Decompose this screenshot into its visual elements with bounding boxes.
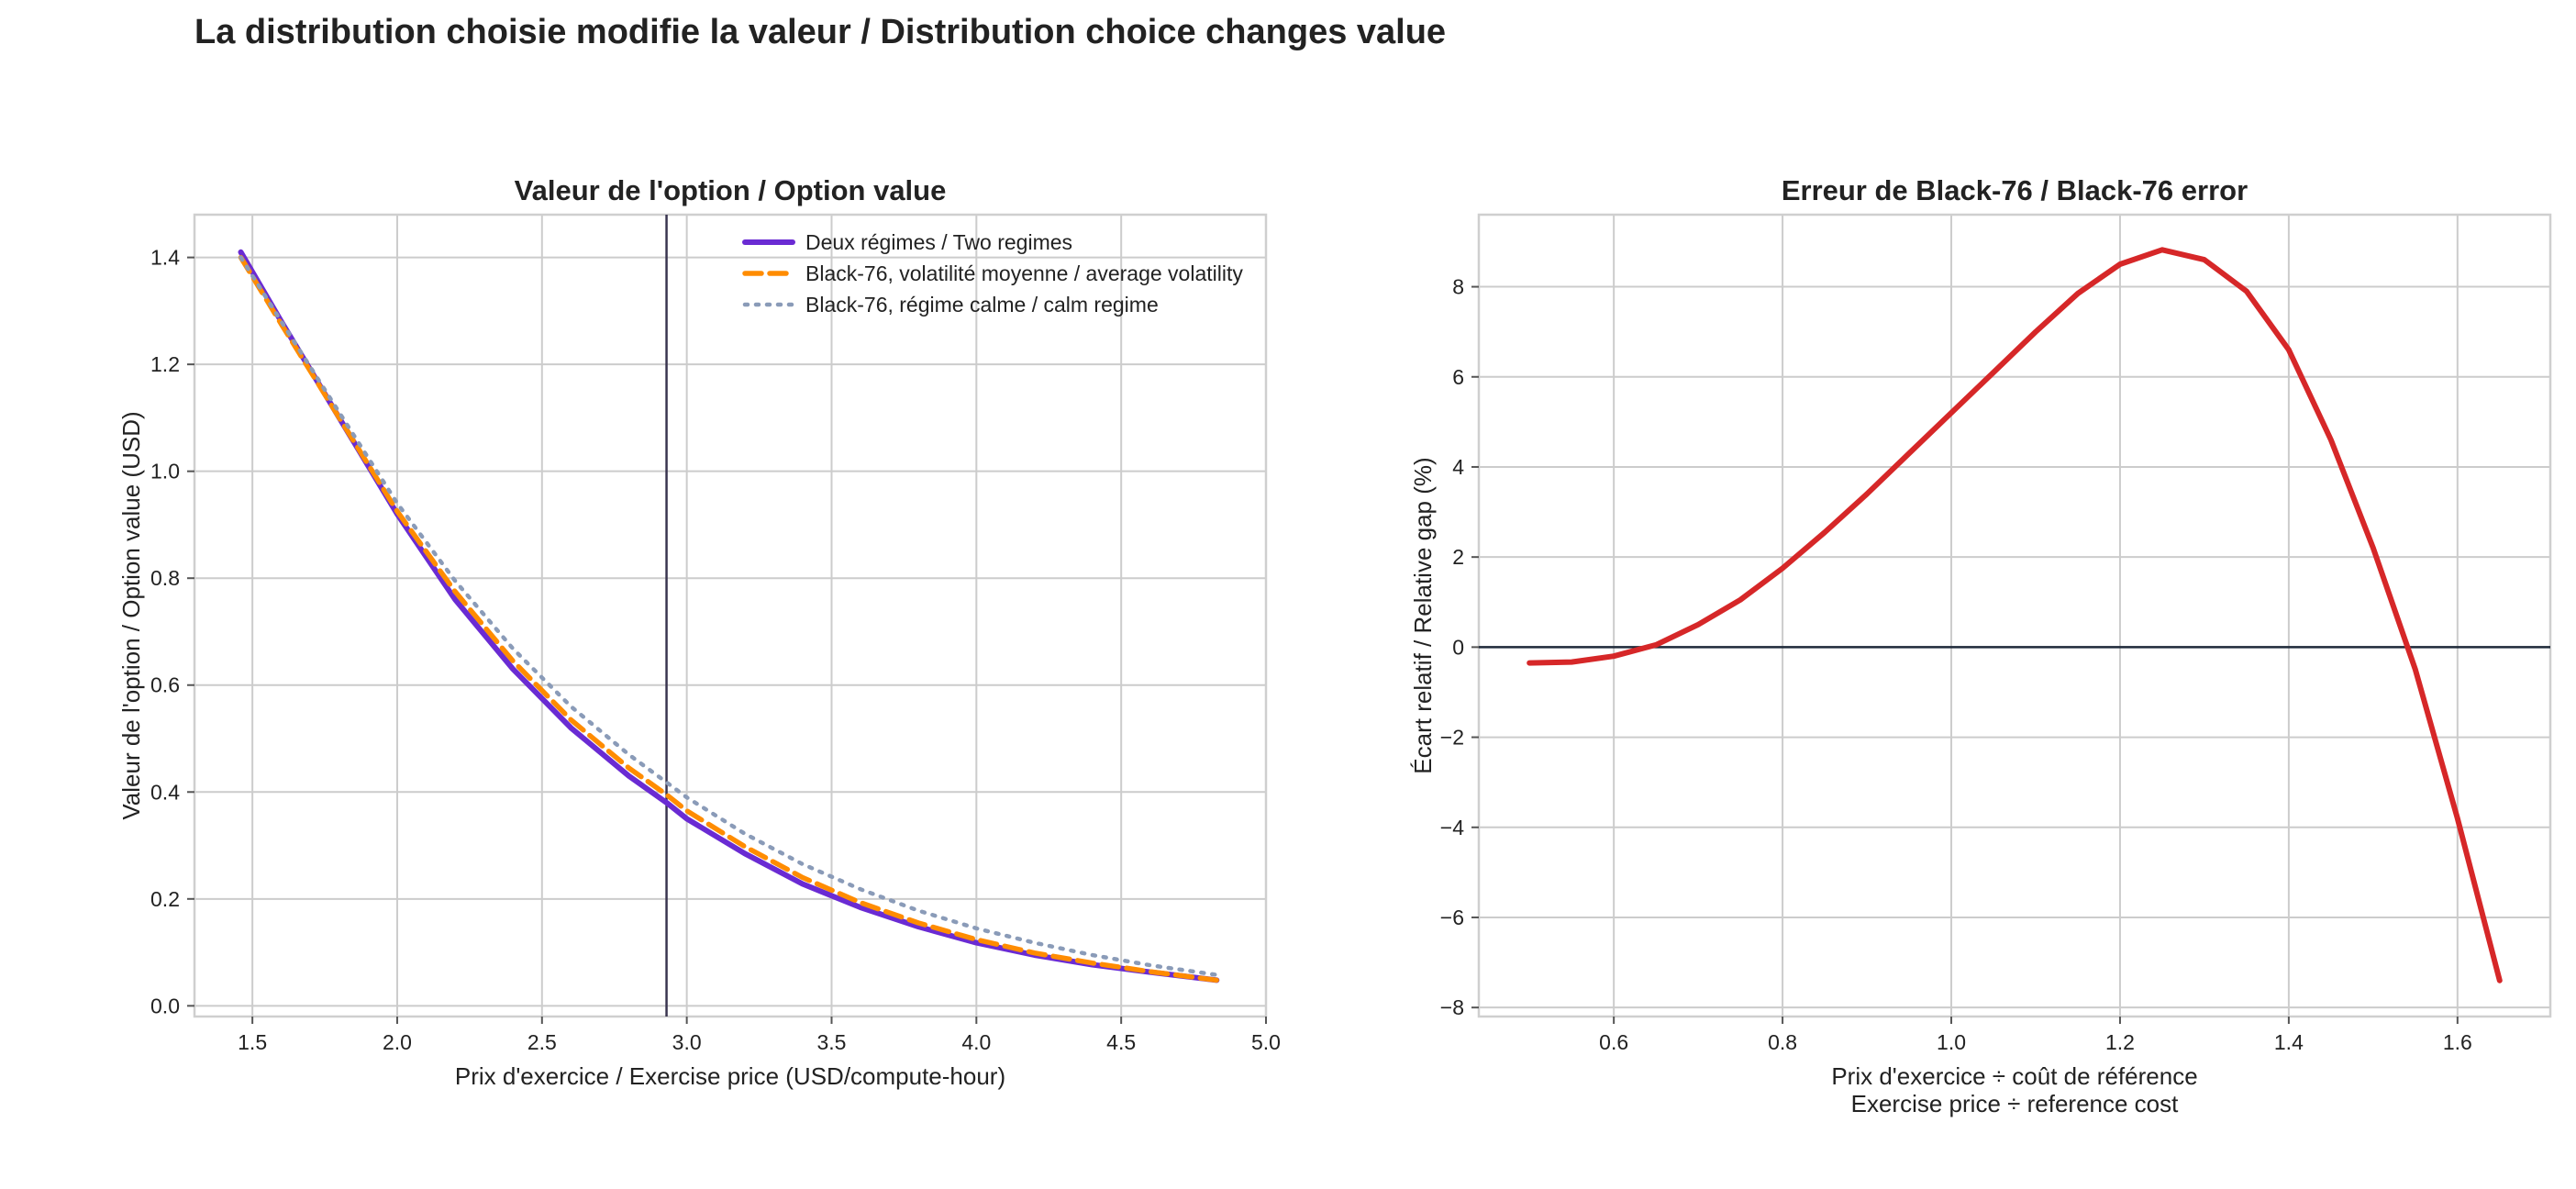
legend-label: Black-76, régime calme / calm regime — [805, 293, 1159, 317]
right-y-axis-label: Écart relatif / Relative gap (%) — [1409, 457, 1437, 773]
y-tick-label: 2 — [1452, 545, 1464, 569]
y-tick-label: −2 — [1440, 726, 1464, 750]
left-y-axis-label: Valeur de l'option / Option value (USD) — [117, 411, 145, 819]
x-tick-label: 1.4 — [2274, 1030, 2304, 1054]
y-tick-label: 0.6 — [150, 673, 180, 697]
x-tick-label: 1.2 — [2105, 1030, 2135, 1054]
x-tick-label: 0.8 — [1768, 1030, 1797, 1054]
y-tick-label: −6 — [1440, 906, 1464, 929]
left-series-group — [238, 249, 1220, 983]
x-tick-label: 2.0 — [383, 1030, 412, 1054]
y-tick-label: 0.4 — [150, 780, 180, 804]
series-line-calm-regime — [239, 255, 1219, 977]
right-x-axis-label-line2: Exercise price ÷ reference cost — [1851, 1090, 2180, 1117]
left-panel-title: Valeur de l'option / Option value — [515, 174, 947, 206]
right-grid — [1479, 215, 2550, 1017]
y-tick-label: 0.2 — [150, 887, 180, 911]
y-tick-label: 4 — [1452, 455, 1464, 479]
x-tick-label: 1.6 — [2443, 1030, 2472, 1054]
series-line-avg-volatility — [238, 254, 1220, 983]
y-tick-label: −8 — [1440, 995, 1464, 1019]
series-line-black76-error — [1527, 247, 2503, 983]
x-tick-label: 0.6 — [1599, 1030, 1628, 1054]
right-panel-title: Erreur de Black-76 / Black-76 error — [1782, 174, 2248, 206]
y-tick-label: 8 — [1452, 275, 1464, 299]
x-tick-label: 3.0 — [672, 1030, 702, 1054]
x-tick-label: 5.0 — [1251, 1030, 1281, 1054]
y-tick-label: 0 — [1452, 635, 1464, 659]
series-line-two-regimes — [238, 249, 1220, 983]
legend: Deux régimes / Two regimes Black-76, vola… — [742, 230, 1243, 317]
left-yticks: 0.0 0.2 0.4 0.6 0.8 1.0 1.2 1.4 — [150, 246, 194, 1017]
option-value-panel: 1.5 2.0 2.5 3.0 3.5 4.0 4.5 5.0 0.0 0.2 0.4 0.6 0.8… — [117, 174, 1281, 1090]
right-yticks: −8 −6 −4 −2 0 2 4 6 8 — [1440, 275, 1479, 1019]
figure-title: La distribution choisie modifie la valeu… — [194, 13, 1447, 51]
y-tick-label: 6 — [1452, 365, 1464, 389]
right-x-axis-label: Prix d'exercice ÷ coût de référence — [1831, 1062, 2197, 1090]
right-xticks: 0.6 0.8 1.0 1.2 1.4 1.6 — [1599, 1017, 2472, 1054]
black76-error-panel: 0.6 0.8 1.0 1.2 1.4 1.6 −8 −6 −4 −2 0 2 4 6 8 Erreur … — [1409, 174, 2552, 1117]
x-tick-label: 2.5 — [527, 1030, 557, 1054]
x-tick-label: 3.5 — [816, 1030, 846, 1054]
legend-label: Black-76, volatilité moyenne / average v… — [805, 261, 1243, 285]
y-tick-label: 1.4 — [150, 246, 180, 270]
x-tick-label: 4.5 — [1106, 1030, 1136, 1054]
x-tick-label: 1.5 — [238, 1030, 267, 1054]
left-x-axis-label: Prix d'exercice / Exercise price (USD/co… — [455, 1062, 1005, 1090]
left-plot-frame — [193, 213, 1268, 1018]
legend-label: Deux régimes / Two regimes — [805, 230, 1072, 254]
x-tick-label: 1.0 — [1937, 1030, 1966, 1054]
y-tick-label: −4 — [1440, 816, 1464, 839]
x-tick-label: 4.0 — [961, 1030, 991, 1054]
right-plot-frame — [1477, 213, 2552, 1018]
y-tick-label: 1.2 — [150, 352, 180, 376]
right-series-group — [1527, 247, 2503, 983]
y-tick-label: 1.0 — [150, 460, 180, 483]
left-xticks: 1.5 2.0 2.5 3.0 3.5 4.0 4.5 5.0 — [238, 1017, 1281, 1054]
y-tick-label: 0.8 — [150, 566, 180, 590]
y-tick-label: 0.0 — [150, 994, 180, 1017]
left-grid — [194, 215, 1267, 1017]
